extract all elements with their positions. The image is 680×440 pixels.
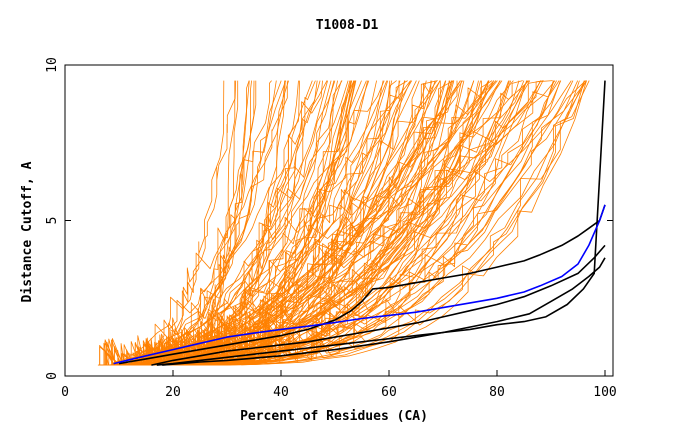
background-model-line [101,80,287,366]
plot-frame [64,64,614,377]
background-model-line [181,80,458,366]
y-tick-label: 5 [45,217,60,225]
highlight-model-line [113,204,606,365]
x-tick-label: 40 [273,385,289,400]
background-model-line [99,80,282,366]
background-model-line [107,80,288,366]
y-tick-label: 0 [45,372,60,380]
background-model-line [179,80,527,366]
x-tick-label: 100 [593,385,616,400]
background-model-line [174,80,368,366]
chart-title: T1008-D1 [316,18,379,33]
x-tick-label: 60 [381,385,397,400]
background-model-line [129,80,328,366]
reference-model-line [156,80,606,366]
x-axis-label: Percent of Residues (CA) [240,409,428,424]
background-model-line [160,80,482,366]
y-axis-ticks: 0 5 10 [45,57,613,380]
background-model-line [183,80,299,366]
background-model-line [150,80,586,366]
highlight-series-group [113,204,606,365]
y-axis-label: Distance Cutoff, A [20,161,35,302]
x-tick-label: 0 [61,385,69,400]
reference-model-line [162,257,606,366]
background-model-line [128,80,475,366]
background-model-line [99,80,587,366]
background-model-line [167,80,463,366]
background-model-line [99,80,497,366]
x-tick-label: 80 [489,385,505,400]
background-model-line [159,80,393,366]
background-model-line [153,80,252,366]
reference-series-group [118,80,606,366]
background-model-line [157,80,585,366]
background-model-line [168,80,530,366]
reference-model-line [118,204,606,365]
background-model-line [183,80,441,366]
x-axis-ticks: 0 20 40 60 80 100 [61,370,617,400]
background-model-line [145,80,489,366]
x-tick-label: 20 [165,385,181,400]
reference-model-line [151,244,606,366]
background-model-line [106,80,542,366]
background-model-line [177,80,328,366]
background-model-line [106,80,335,366]
y-tick-label: 10 [45,57,60,73]
